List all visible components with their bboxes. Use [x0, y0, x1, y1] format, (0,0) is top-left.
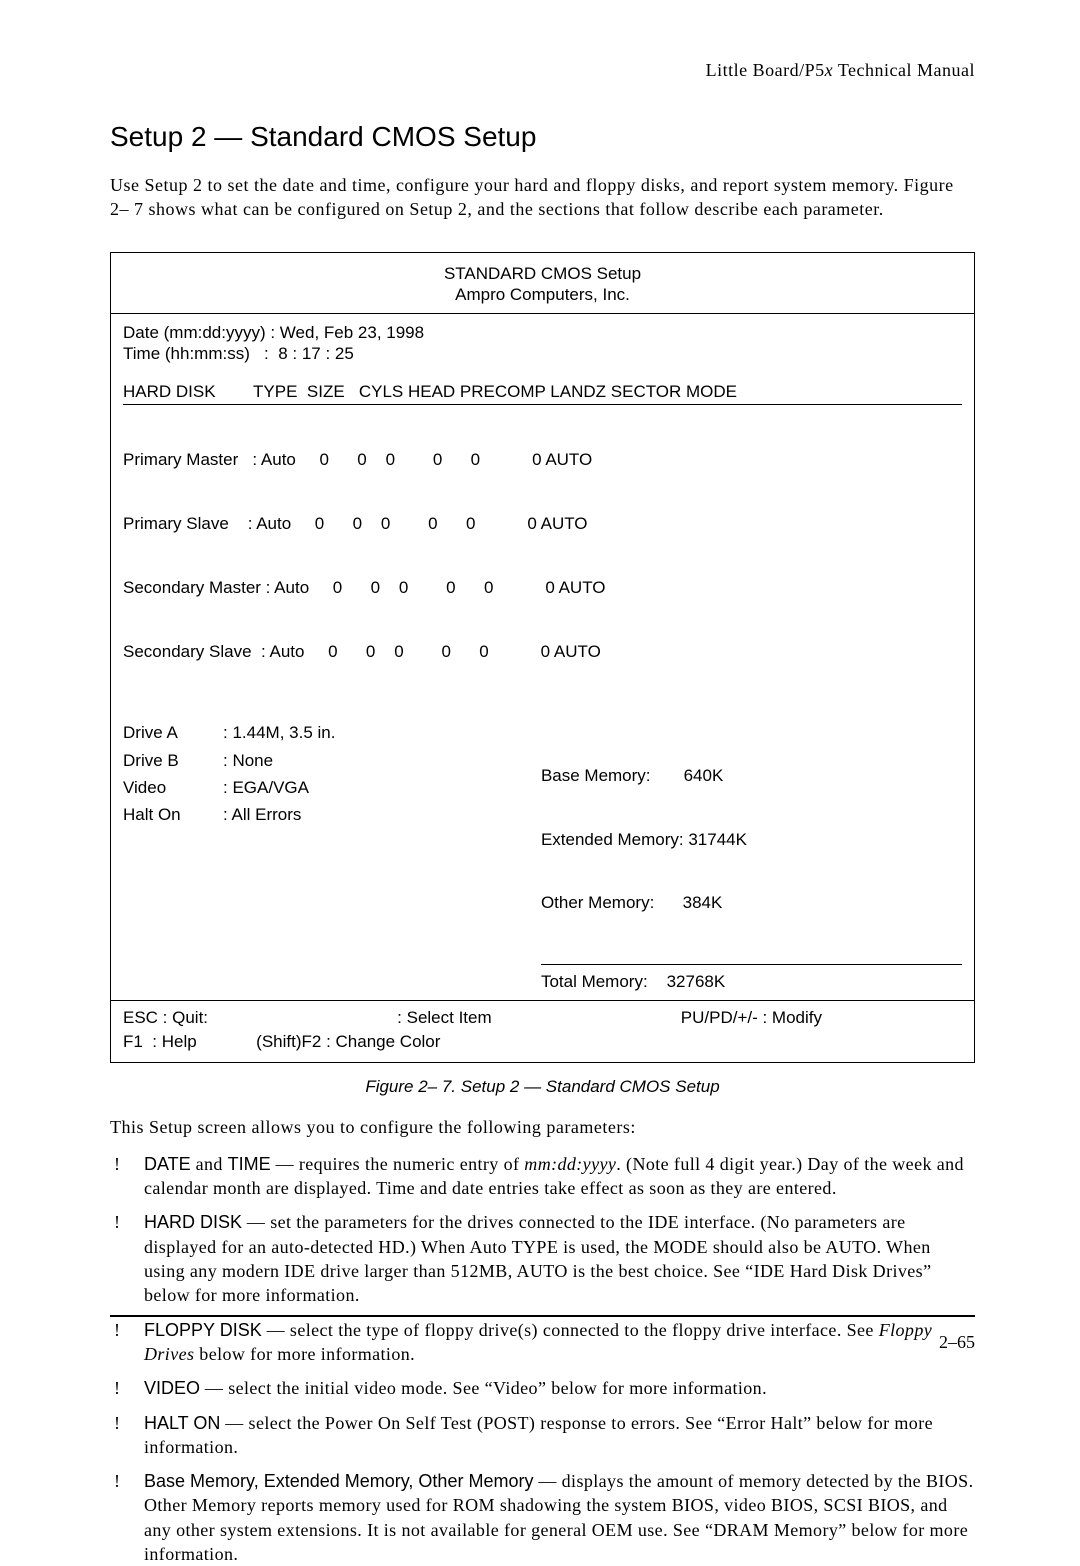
label-halt: HALT ON — [144, 1413, 220, 1433]
bios-header: STANDARD CMOS Setup Ampro Computers, Inc… — [111, 253, 974, 315]
label-time: TIME — [228, 1154, 271, 1174]
hd-row: Primary Slave : Auto 0 0 0 0 0 0 AUTO — [123, 513, 962, 534]
bullet-date-time: DATE and TIME — requires the numeric ent… — [110, 1152, 975, 1201]
bios-setup-box: STANDARD CMOS Setup Ampro Computers, Inc… — [110, 252, 975, 1063]
label-hard-disk: HARD DISK — [144, 1212, 242, 1232]
memory-block: Base Memory: 640K Extended Memory: 31744… — [519, 722, 962, 992]
bullet-memory: Base Memory, Extended Memory, Other Memo… — [110, 1469, 975, 1566]
bullet-hard-disk: HARD DISK — set the parameters for the d… — [110, 1210, 975, 1307]
bios-title-1: STANDARD CMOS Setup — [119, 263, 966, 284]
hd-row: Secondary Slave : Auto 0 0 0 0 0 0 AUTO — [123, 641, 962, 662]
video-value: : EGA/VGA — [223, 777, 309, 798]
italic-text: mm:dd:yyyy — [524, 1154, 616, 1174]
label-date: DATE — [144, 1154, 191, 1174]
text: — select the initial video mode. See “Vi… — [200, 1378, 767, 1398]
lower-columns: Drive A : 1.44M, 3.5 in. Drive B : None … — [123, 722, 962, 992]
running-head-prefix: Little Board/P5 — [706, 60, 825, 80]
esc-hint: ESC : Quit: — [123, 1007, 208, 1028]
label-memory: Base Memory, Extended Memory, Other Memo… — [144, 1471, 533, 1491]
pupd-hint: PU/PD/+/- : Modify — [681, 1007, 962, 1028]
hard-disk-table: Primary Master : Auto 0 0 0 0 0 0 AUTO P… — [123, 404, 962, 705]
drive-b-row: Drive B : None — [123, 750, 509, 771]
running-head: Little Board/P5x Technical Manual — [110, 60, 975, 81]
bios-title-2: Ampro Computers, Inc. — [119, 284, 966, 305]
select-hint: : Select Item — [397, 1007, 491, 1028]
hd-row: Primary Master : Auto 0 0 0 0 0 0 AUTO — [123, 449, 962, 470]
halton-row: Halt On : All Errors — [123, 804, 509, 825]
drive-a-row: Drive A : 1.44M, 3.5 in. — [123, 722, 509, 743]
running-head-ital: x — [825, 60, 834, 80]
time-line: Time (hh:mm:ss) : 8 : 17 : 25 — [123, 343, 962, 364]
text: and — [191, 1154, 228, 1174]
other-memory: Other Memory: 384K — [541, 892, 962, 913]
drive-a-value: : 1.44M, 3.5 in. — [223, 722, 335, 743]
halton-label: Halt On — [123, 804, 223, 825]
bios-footer: ESC : Quit: : Select Item PU/PD/+/- : Mo… — [111, 1001, 974, 1062]
bullet-floppy: FLOPPY DISK — select the type of floppy … — [110, 1318, 975, 1367]
hd-row: Secondary Master : Auto 0 0 0 0 0 0 AUTO — [123, 577, 962, 598]
drive-b-value: : None — [223, 750, 273, 771]
hard-disk-header: HARD DISK TYPE SIZE CYLS HEAD PRECOMP LA… — [123, 381, 962, 402]
drive-settings: Drive A : 1.44M, 3.5 in. Drive B : None … — [123, 722, 519, 992]
halton-value: : All Errors — [223, 804, 301, 825]
text: — select the type of floppy drive(s) con… — [262, 1320, 879, 1340]
bios-body: Date (mm:dd:yyyy) : Wed, Feb 23, 1998 Ti… — [111, 314, 974, 1001]
text: — select the Power On Self Test (POST) r… — [144, 1413, 933, 1457]
drive-a-label: Drive A — [123, 722, 223, 743]
video-label: Video — [123, 777, 223, 798]
video-row: Video : EGA/VGA — [123, 777, 509, 798]
base-memory: Base Memory: 640K — [541, 765, 962, 786]
sf2-hint: (Shift)F2 : Change Color — [256, 1032, 440, 1051]
label-floppy: FLOPPY DISK — [144, 1320, 262, 1340]
text: — set the parameters for the drives conn… — [144, 1212, 931, 1305]
page-number: 2–65 — [939, 1332, 975, 1353]
drive-b-label: Drive B — [123, 750, 223, 771]
date-line: Date (mm:dd:yyyy) : Wed, Feb 23, 1998 — [123, 322, 962, 343]
text: below for more information. — [194, 1344, 415, 1364]
label-video: VIDEO — [144, 1378, 200, 1398]
f1-hint: F1 : Help — [123, 1032, 197, 1051]
total-memory: Total Memory: 32768K — [541, 964, 962, 992]
extended-memory: Extended Memory: 31744K — [541, 829, 962, 850]
text: — requires the numeric entry of — [271, 1154, 525, 1174]
document-page: Little Board/P5x Technical Manual Setup … — [0, 0, 1080, 1397]
parameter-list: DATE and TIME — requires the numeric ent… — [110, 1152, 975, 1566]
lead-paragraph: Use Setup 2 to set the date and time, co… — [110, 173, 975, 222]
after-paragraph: This Setup screen allows you to configur… — [110, 1117, 975, 1138]
datetime-block: Date (mm:dd:yyyy) : Wed, Feb 23, 1998 Ti… — [123, 322, 962, 365]
page-footer-rule — [110, 1315, 975, 1317]
figure-caption: Figure 2– 7. Setup 2 — Standard CMOS Set… — [110, 1077, 975, 1097]
section-title: Setup 2 — Standard CMOS Setup — [110, 121, 975, 153]
running-head-suffix: Technical Manual — [833, 60, 975, 80]
bullet-halt: HALT ON — select the Power On Self Test … — [110, 1411, 975, 1460]
